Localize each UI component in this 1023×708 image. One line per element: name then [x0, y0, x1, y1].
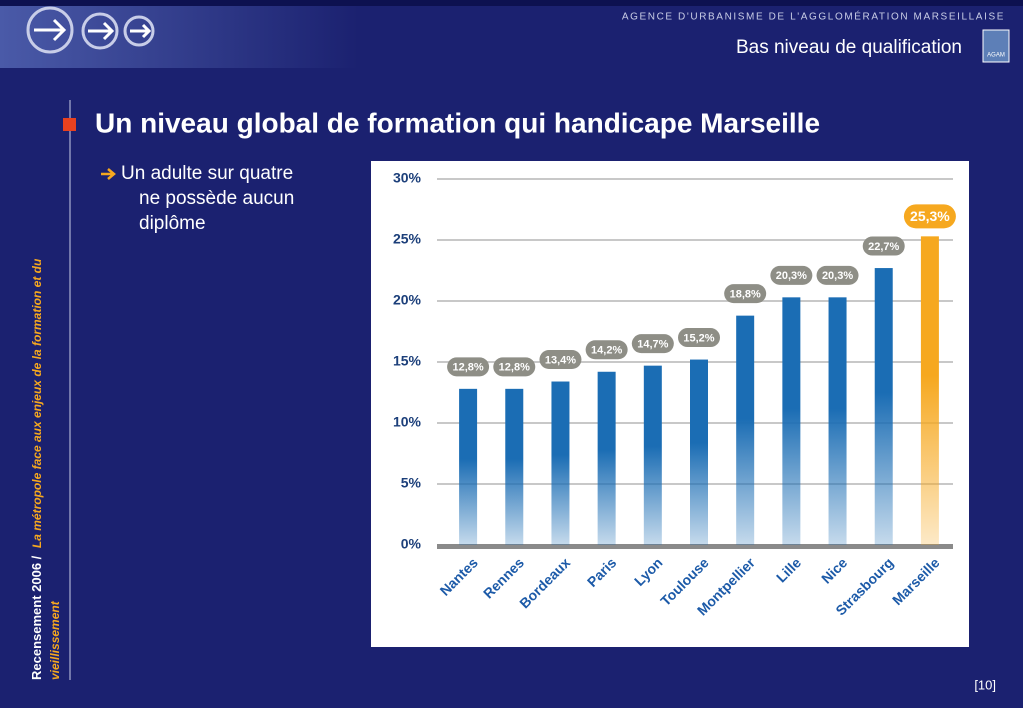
slide-title: Un niveau global de formation qui handic…	[95, 107, 820, 138]
value-label: 12,8%	[452, 362, 483, 374]
bar	[920, 236, 939, 545]
sidebar-bold: Recensement 2006 /	[29, 555, 44, 680]
value-label-bg	[903, 204, 956, 229]
sidebar-text: Recensement 2006 / La métropole face aux…	[29, 258, 44, 680]
bullet-line: diplôme	[139, 213, 206, 234]
bar	[597, 371, 616, 545]
bar	[690, 359, 708, 545]
value-label-bg	[678, 328, 720, 348]
value-label: 22,7%	[868, 241, 899, 253]
bar	[736, 315, 755, 545]
logo-box	[982, 29, 1010, 63]
value-label-bg	[770, 265, 813, 285]
value-label: 14,7%	[637, 339, 668, 351]
top-border	[0, 0, 1023, 6]
value-label: 14,2%	[591, 345, 622, 357]
bullet-line: ne possède aucun	[139, 188, 294, 209]
y-tick-label: 0%	[401, 536, 422, 552]
header-band	[0, 6, 1023, 68]
title-bullet	[63, 118, 76, 131]
value-label-bg	[724, 284, 767, 304]
bar	[459, 388, 478, 545]
y-tick-label: 20%	[393, 292, 422, 308]
y-tick-label: 10%	[393, 414, 422, 430]
value-label-bg	[585, 340, 628, 360]
sidebar: Recensement 2006 / La métropole face aux…	[29, 258, 62, 680]
x-axis	[437, 544, 953, 549]
sidebar-rest: vieillissement	[48, 600, 62, 680]
y-tick-label: 25%	[393, 231, 422, 247]
nav-arrows	[26, 6, 155, 54]
y-tick-label: 5%	[401, 475, 422, 491]
bar	[551, 381, 570, 545]
value-label: 13,4%	[545, 354, 576, 366]
bar	[874, 268, 893, 545]
value-label: 25,3%	[910, 208, 950, 224]
y-tick-label: 30%	[393, 170, 422, 186]
y-tick-label: 15%	[393, 353, 422, 369]
sidebar-rest: La métropole face aux enjeux de la forma…	[30, 258, 44, 548]
value-label: 15,2%	[683, 332, 714, 344]
bar	[505, 388, 524, 545]
value-label-bg	[539, 350, 582, 370]
value-label: 12,8%	[499, 362, 530, 374]
logo-text: AGAM	[987, 53, 1005, 59]
bar	[828, 297, 847, 545]
value-label: 20,3%	[776, 270, 807, 282]
value-label-bg	[816, 265, 859, 285]
bullet-arrow	[101, 168, 116, 180]
agency-name: AGENCE D'URBANISME DE L'AGGLOMÉRATION MA…	[622, 10, 1005, 23]
page-number: [10]	[974, 677, 996, 692]
value-label-bg	[447, 357, 490, 377]
bar	[643, 365, 662, 545]
value-label-bg	[631, 334, 674, 354]
value-label-bg	[493, 357, 536, 377]
section-title: Bas niveau de qualification	[736, 37, 962, 58]
value-label: 18,8%	[730, 289, 761, 301]
bar	[782, 297, 801, 545]
value-label: 20,3%	[822, 270, 853, 282]
value-label-bg	[862, 236, 905, 256]
bullet-line: Un adulte sur quatre	[121, 163, 293, 184]
